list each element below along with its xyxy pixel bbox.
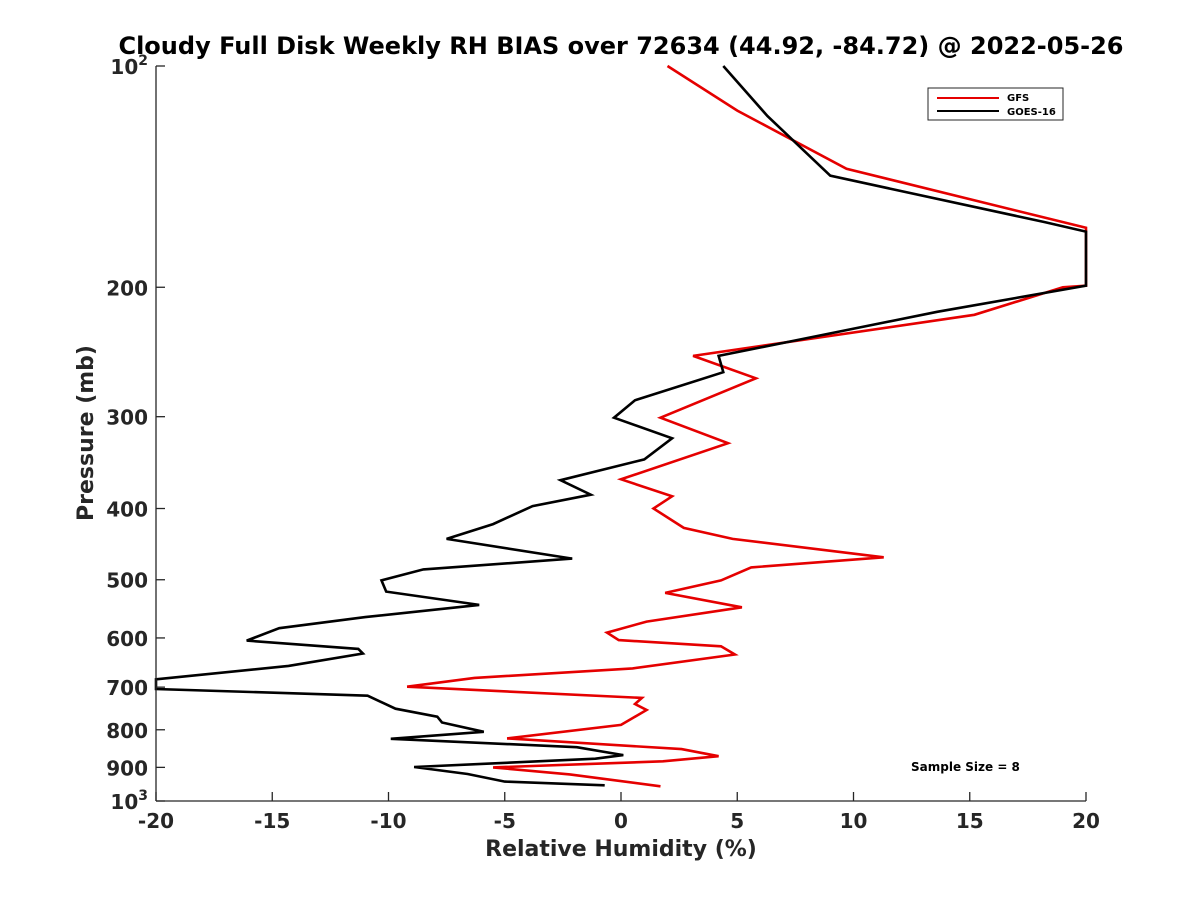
y-tick-label: 600 [106, 627, 148, 651]
x-tick-label: -15 [254, 809, 290, 833]
legend: GFS GOES-16 [927, 87, 1064, 121]
series-line-goes16 [154, 65, 1088, 787]
x-tick-label: -10 [370, 809, 406, 833]
plot-area [156, 66, 1086, 801]
x-tick-label: 20 [1072, 809, 1100, 833]
y-tick-label: 700 [106, 676, 148, 700]
y-tick-label: 300 [106, 406, 148, 430]
x-axis-ticks: -20 -15 -10 -5 0 5 10 15 20 [138, 792, 1100, 833]
x-tick-label: 15 [956, 809, 984, 833]
y-tick-label: 102 [110, 53, 148, 79]
y-tick-label: 800 [106, 719, 148, 743]
legend-label-gfs: GFS [1007, 93, 1029, 104]
y-tick-label: 200 [106, 276, 148, 300]
x-axis-title: Relative Humidity (%) [485, 837, 757, 862]
x-tick-label: -5 [494, 809, 516, 833]
chart-title: Cloudy Full Disk Weekly RH BIAS over 726… [118, 32, 1123, 60]
y-tick-label: 400 [106, 498, 148, 522]
y-tick-label: 500 [106, 569, 148, 593]
series-line-gfs [406, 64, 1088, 788]
sample-size-annotation: Sample Size = 8 [911, 760, 1020, 774]
y-axis-title: Pressure (mb) [74, 345, 99, 521]
series-layer [154, 64, 1088, 788]
x-tick-label: 10 [840, 809, 868, 833]
legend-box [927, 87, 1064, 121]
x-tick-label: 0 [614, 809, 628, 833]
y-tick-label: 900 [106, 756, 148, 780]
x-tick-label: 5 [730, 809, 744, 833]
legend-label-goes16: GOES-16 [1007, 107, 1056, 118]
y-axis-ticks: 102 200 300 400 500 600 700 800 900 103 [106, 53, 165, 814]
y-tick-label: 103 [110, 788, 148, 814]
x-tick-label: -20 [138, 809, 174, 833]
